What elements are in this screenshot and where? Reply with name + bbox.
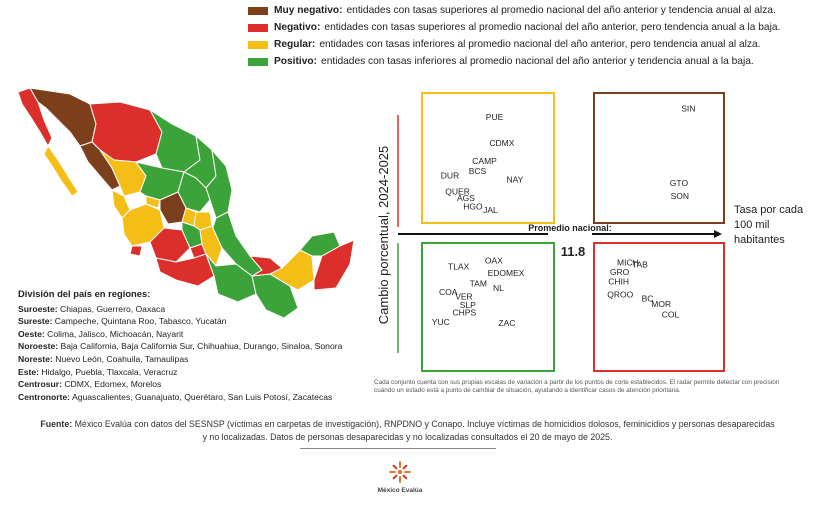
source-label: Fuente: <box>40 419 73 429</box>
data-point-label: SIN <box>681 103 695 113</box>
legend-label: Regular: <box>274 39 316 50</box>
data-point-label: MICH <box>617 258 639 268</box>
region-states: Nuevo León, Coahuila, Tamaulipas <box>55 353 189 364</box>
data-point-label: TAB <box>632 260 648 270</box>
legend-label: Negativo: <box>274 22 321 33</box>
region-name: Suroeste: <box>18 303 58 314</box>
region-name: Oeste: <box>18 328 45 339</box>
data-point-label: DUR <box>441 170 459 180</box>
region-row: Oeste: Colima, Jalisco, Michoacán, Nayar… <box>18 328 363 341</box>
legend-text: entidades con tasas inferiores al promed… <box>319 39 761 50</box>
data-point-label: EDOMEX <box>488 268 525 278</box>
quadrant-bottom-left <box>421 242 555 372</box>
region-states: Aguascalientes, Guanajuato, Querétaro, S… <box>71 391 333 402</box>
data-point-label: GRO <box>610 267 630 277</box>
region-name: Noroeste: <box>18 341 59 352</box>
state-baja-california-sur <box>43 145 79 197</box>
legend-text: entidades con tasas superiores al promed… <box>324 22 781 33</box>
regions-list: División del país en regiones: Suroeste:… <box>18 288 363 403</box>
state-quintana-roo <box>313 239 355 291</box>
region-states: Colima, Jalisco, Michoacán, Nayarit <box>47 328 184 339</box>
y-axis-label: Cambio porcentual, 2024-2025 <box>376 146 391 325</box>
quadrant-chart: Cambio porcentual, 2024-2025 Promedio na… <box>376 92 806 372</box>
legend-label: Positivo: <box>274 56 318 67</box>
region-name: Noreste: <box>18 353 53 364</box>
data-point-label: TAM <box>470 279 487 289</box>
region-name: Centrosur: <box>18 379 62 390</box>
region-states: Chiapas, Guerrero, Oaxaca <box>60 303 166 314</box>
region-name: Este: <box>18 366 40 377</box>
legend-text: entidades con tasas superiores al promed… <box>346 5 776 16</box>
region-row: Centrosur: CDMX, Edomex, Morelos <box>18 378 363 391</box>
data-point-label: OAX <box>485 255 503 265</box>
quadrant-bottom-right <box>593 242 725 372</box>
legend: Muy negativo: entidades con tasas superi… <box>248 2 808 70</box>
mexico-map <box>17 87 355 319</box>
data-point-label: VER <box>455 291 472 301</box>
region-states: Campeche, Quintana Roo, Tabasco, Yucatán <box>54 316 227 327</box>
data-point-label: AGS <box>457 193 475 203</box>
data-point-label: JAL <box>483 205 498 215</box>
legend-item-positivo: Positivo: entidades con tasas inferiores… <box>248 53 808 70</box>
region-name: Sureste: <box>18 316 53 327</box>
data-point-label: COL <box>662 309 680 319</box>
data-point-label: NAY <box>507 175 524 185</box>
region-row: Noroeste: Baja California, Baja Californ… <box>18 340 363 353</box>
data-point-label: COA <box>439 287 458 297</box>
data-point-label: CAMP <box>472 156 497 166</box>
state-aguascalientes <box>145 195 161 209</box>
region-row: Sureste: Campeche, Quintana Roo, Tabasco… <box>18 315 363 328</box>
data-point-label: CDMX <box>489 138 514 148</box>
data-point-label: YUC <box>432 317 450 327</box>
region-row: Noreste: Nuevo León, Coahuila, Tamaulipa… <box>18 353 363 366</box>
region-row: Este: Hidalgo, Puebla, Tlaxcala, Veracru… <box>18 366 363 379</box>
data-point-label: NL <box>493 283 504 293</box>
source-text: México Evalúa con datos del SESNSP (víct… <box>74 419 775 442</box>
state-colima <box>129 245 143 257</box>
region-states: Hidalgo, Puebla, Tlaxcala, Veracruz <box>41 366 178 377</box>
data-point-label: SON <box>671 191 689 201</box>
data-point-label: SLP <box>460 300 476 310</box>
data-point-label: CHPS <box>453 307 477 317</box>
legend-item-regular: Regular: entidades con tasas inferiores … <box>248 36 808 53</box>
data-point-label: QUER <box>445 187 470 197</box>
region-states: CDMX, Edomex, Morelos <box>64 379 162 390</box>
logo-text: México Evalúa <box>377 487 423 494</box>
reference-value: 11.8 <box>561 244 586 259</box>
data-point-label: QROO <box>607 289 633 299</box>
legend-item-muy-negativo: Muy negativo: entidades con tasas superi… <box>248 2 808 19</box>
legend-swatch-regular <box>248 40 268 49</box>
region-row: Centronorte: Aguascalientes, Guanajuato,… <box>18 391 363 404</box>
quadrant-top-right <box>593 92 725 224</box>
legend-text: entidades con tasas inferiores al promed… <box>321 56 754 67</box>
legend-swatch-positivo <box>248 57 268 66</box>
legend-item-negativo: Negativo: entidades con tasas superiores… <box>248 19 808 36</box>
data-point-label: PUE <box>486 112 504 122</box>
data-point-label: HGO <box>463 202 483 212</box>
data-point-label: BCS <box>469 166 487 176</box>
chart-footnote: Cada conjunto cuenta con sus propias esc… <box>374 379 780 394</box>
data-point-label: TLAX <box>448 262 470 272</box>
data-point-label: ZAC <box>498 318 515 328</box>
legend-label: Muy negativo: <box>274 5 343 16</box>
data-point-label: CHIH <box>608 277 629 287</box>
divider <box>300 448 496 449</box>
regions-title: División del país en regiones: <box>18 288 151 299</box>
legend-swatch-muy-negativo <box>248 6 268 15</box>
data-point-label: MOR <box>651 299 671 309</box>
data-point-label: GTO <box>670 178 689 188</box>
reference-label: Promedio nacional: <box>528 223 612 233</box>
x-axis-label: Tasa por cada 100 mil habitantes <box>734 204 806 246</box>
quadrant-top-left <box>421 92 555 224</box>
region-states: Baja California, Baja California Sur, Ch… <box>60 341 343 352</box>
x-axis-arrow-icon <box>714 230 722 238</box>
data-point-label: BC <box>642 294 654 304</box>
mexico-evalua-logo-icon <box>389 461 411 483</box>
legend-swatch-negativo <box>248 23 268 32</box>
source-note: Fuente: México Evalúa con datos del SESN… <box>40 418 775 443</box>
region-row: Suroeste: Chiapas, Guerrero, Oaxaca <box>18 303 363 316</box>
region-name: Centronorte: <box>18 391 71 402</box>
